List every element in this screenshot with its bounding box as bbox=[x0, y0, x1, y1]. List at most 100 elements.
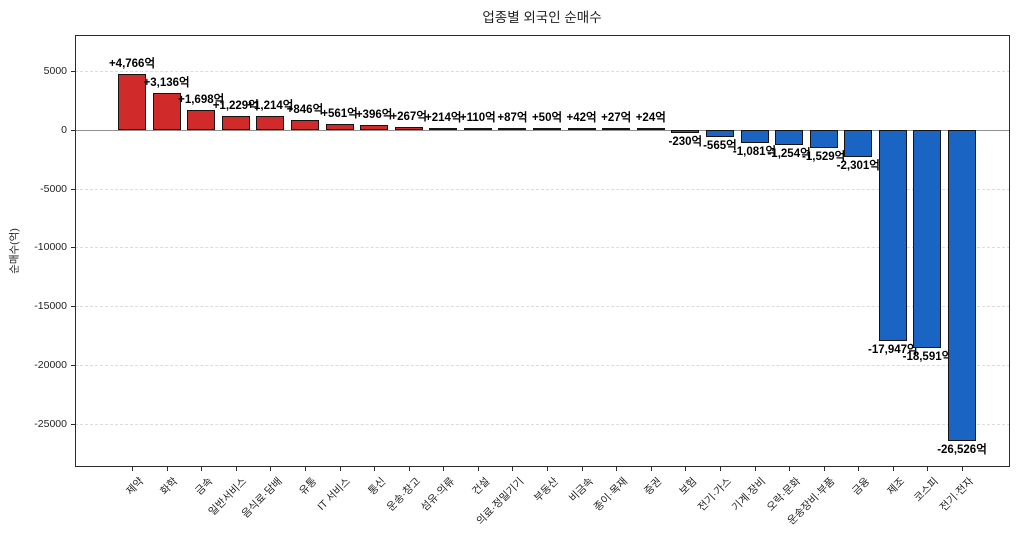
bar-value-label: +846억 bbox=[286, 104, 324, 117]
y-tick-mark bbox=[71, 188, 75, 190]
y-tick-mark bbox=[71, 71, 75, 73]
bar bbox=[325, 123, 354, 131]
bar bbox=[948, 130, 976, 442]
x-tick-label: 제약 bbox=[123, 475, 146, 498]
x-tick-label: 유통 bbox=[296, 475, 319, 498]
bar-value-label: +24억 bbox=[635, 112, 666, 125]
bar-value-label: +87억 bbox=[497, 112, 528, 125]
y-tick-label: -20000 bbox=[34, 358, 67, 371]
x-tick-label: 종이·목재 bbox=[591, 475, 631, 514]
x-tick-label: 보험 bbox=[677, 475, 700, 498]
bar bbox=[394, 126, 423, 131]
bar bbox=[913, 130, 942, 349]
bar-value-label: +42억 bbox=[566, 112, 597, 125]
bar-value-label: +1,698억 bbox=[178, 94, 225, 107]
bar bbox=[533, 128, 561, 131]
bar-value-label: +50억 bbox=[531, 112, 563, 125]
x-tick-mark bbox=[339, 467, 341, 471]
x-tick-label: 제조 bbox=[884, 475, 907, 498]
bar-value-label: -17,947억 bbox=[868, 343, 918, 356]
y-tick-label: -15000 bbox=[34, 300, 67, 313]
x-tick-mark bbox=[892, 467, 894, 471]
x-tick-mark bbox=[408, 467, 410, 471]
bar bbox=[878, 130, 907, 341]
bar-value-label: +110억 bbox=[459, 112, 496, 125]
bar-value-label: -1,529억 bbox=[802, 151, 846, 164]
x-tick-mark bbox=[547, 467, 548, 471]
x-tick-mark bbox=[304, 467, 306, 471]
x-tick-label: 증권 bbox=[642, 475, 665, 498]
bar-value-label: -230억 bbox=[668, 135, 703, 148]
bar bbox=[118, 74, 146, 131]
bar bbox=[705, 130, 734, 137]
x-tick-mark bbox=[235, 467, 237, 471]
bar-value-label: +267억 bbox=[390, 110, 427, 123]
x-tick-mark bbox=[374, 467, 376, 471]
bar bbox=[360, 125, 389, 131]
x-tick-mark bbox=[581, 467, 583, 471]
bar bbox=[636, 128, 665, 131]
x-tick-mark bbox=[719, 467, 721, 471]
y-tick-mark bbox=[71, 130, 75, 132]
y-tick-mark bbox=[71, 423, 75, 425]
x-tick-mark bbox=[477, 467, 479, 471]
x-tick-mark bbox=[166, 467, 168, 471]
x-tick-label: 기계·장비 bbox=[730, 475, 769, 514]
y-tick-mark bbox=[71, 364, 75, 366]
bar bbox=[152, 93, 181, 131]
y-tick-label: 0 bbox=[61, 124, 67, 137]
bar-value-label: +1,214억 bbox=[247, 99, 294, 112]
bar-value-label: -565억 bbox=[703, 139, 737, 152]
x-tick-mark bbox=[650, 467, 652, 471]
x-tick-label: 코스피 bbox=[912, 475, 942, 505]
bar-value-label: -2,301억 bbox=[836, 160, 880, 173]
x-tick-mark bbox=[962, 467, 963, 471]
bar-value-label: +214억 bbox=[425, 111, 462, 124]
zero-line bbox=[75, 130, 1010, 132]
chart-title: 업종별 외국인 순매수 bbox=[482, 10, 602, 25]
bar-value-label: -18,591억 bbox=[902, 351, 953, 364]
x-tick-mark bbox=[132, 467, 133, 471]
bar bbox=[602, 128, 631, 131]
x-tick-label: 전기·가스 bbox=[695, 475, 734, 514]
x-tick-mark bbox=[616, 467, 618, 471]
x-tick-label: 금속 bbox=[192, 475, 216, 498]
bar-value-label: -26,526억 bbox=[937, 444, 987, 457]
grid-line bbox=[75, 247, 1010, 249]
x-tick-mark bbox=[754, 467, 756, 471]
bar-value-label: +1,229억 bbox=[212, 99, 259, 112]
y-tick-label: -10000 bbox=[34, 241, 67, 254]
x-tick-label: IT 서비스 bbox=[315, 475, 354, 513]
x-tick-mark bbox=[443, 467, 445, 471]
bar bbox=[740, 130, 769, 143]
x-tick-label: 섬유·의류 bbox=[418, 475, 458, 514]
x-tick-mark bbox=[201, 467, 203, 471]
y-tick-mark bbox=[71, 247, 75, 249]
bar-value-label: -1,254억 bbox=[767, 147, 811, 160]
bar bbox=[463, 128, 492, 131]
plot-area: +4,766억 +3,136억 +1,698억 +1,229억 +1,214억 +846억… bbox=[75, 35, 1010, 467]
grid-line bbox=[75, 188, 1010, 190]
x-tick-mark bbox=[858, 467, 860, 471]
grid-line bbox=[75, 364, 1010, 366]
bar-value-label: +3,136억 bbox=[143, 77, 190, 90]
x-tick-mark bbox=[512, 467, 514, 471]
x-tick-label: 부동산 bbox=[531, 475, 561, 505]
bar-value-label: -1,081억 bbox=[732, 145, 777, 158]
bar-value-label: +396억 bbox=[355, 109, 393, 122]
x-tick-label: 통신 bbox=[365, 475, 388, 498]
x-tick-mark bbox=[823, 467, 825, 471]
grid-line bbox=[75, 71, 1010, 73]
bar bbox=[221, 115, 250, 131]
x-tick-mark bbox=[789, 467, 791, 471]
bar bbox=[671, 130, 700, 133]
x-tick-label: 전기·전자 bbox=[937, 475, 976, 514]
x-tick-mark bbox=[927, 467, 929, 471]
y-tick-label: -25000 bbox=[34, 417, 67, 430]
x-tick-mark bbox=[685, 467, 687, 471]
x-tick-mark bbox=[270, 467, 272, 471]
bar-value-label: +27억 bbox=[601, 112, 632, 125]
bar bbox=[429, 127, 458, 131]
grid-line bbox=[75, 306, 1010, 308]
